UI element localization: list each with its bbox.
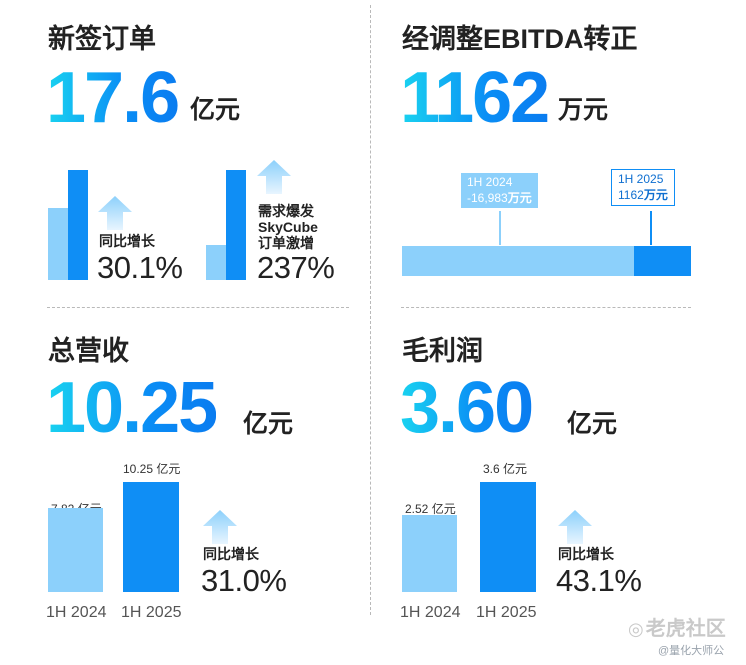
skycube-label-line2: SkyCube [258, 219, 318, 236]
revenue-growth-pct: 31.0% [201, 563, 287, 598]
ebitda-unit: 万元 [558, 96, 609, 124]
gross-profit-bar-2025 [480, 482, 536, 592]
new-orders-title: 新签订单 [48, 24, 156, 54]
watermark-handle: @量化大师公 [658, 645, 725, 657]
up-arrow-icon [203, 510, 237, 544]
revenue-bar-2025 [123, 482, 179, 592]
callout-2024-period: 1H 2024 [467, 175, 513, 189]
ebitda-bar-2024 [402, 246, 634, 276]
skycube-label-line1: 需求爆发 [258, 203, 314, 219]
skycube-growth-pct: 237% [257, 250, 335, 285]
revenue-2024-period: 1H 2024 [46, 604, 107, 621]
ebitda-value: 1162 [400, 58, 550, 138]
watermark-logo-icon: ◎ [628, 619, 644, 639]
gross-profit-unit: 亿元 [567, 410, 618, 438]
new-orders-unit: 亿元 [190, 96, 241, 124]
new-orders-value: 17.6 [46, 58, 180, 138]
callout-2024-value: -16,983 [467, 190, 508, 205]
gross-profit-growth-label: 同比增长 [558, 546, 614, 562]
callout-2024-pin [499, 211, 501, 245]
up-arrow-icon [98, 196, 132, 230]
revenue-2025-period: 1H 2025 [121, 604, 182, 621]
up-arrow-icon [558, 510, 592, 544]
revenue-bar-2024 [48, 508, 103, 592]
horizontal-divider-left [47, 307, 349, 308]
gross-profit-growth-pct: 43.1% [556, 563, 642, 598]
callout-2024-unit: 万元 [507, 190, 532, 205]
gross-profit-2025-period: 1H 2025 [476, 604, 537, 621]
ebitda-callout-2025: 1H 2025 1162万元 [611, 169, 675, 207]
ebitda-callout-2024: 1H 2024 -16,983万元 [461, 173, 538, 209]
callout-2025-value-line: 1162万元 [618, 188, 668, 204]
revenue-growth-label: 同比增长 [203, 546, 259, 562]
gross-profit-value: 3.60 [400, 368, 534, 448]
gross-profit-title: 毛利润 [402, 336, 483, 366]
revenue-value: 10.25 [46, 368, 218, 448]
skycube-bar-2024 [206, 245, 226, 280]
skycube-growth-label: 需求爆发 SkyCube 订单激增 [258, 203, 318, 251]
callout-2025-unit: 万元 [643, 187, 668, 202]
gross-profit-bar-2024 [402, 515, 457, 592]
orders-growth-pct: 30.1% [97, 250, 183, 285]
skycube-bar-2025 [226, 170, 246, 280]
ebitda-bar-2025 [634, 246, 691, 276]
watermark-brand: ◎ 老虎社区 [628, 612, 726, 641]
callout-2024-value-line: -16,983万元 [467, 191, 532, 207]
callout-2025-value: 1162 [618, 187, 644, 202]
callout-2025-pin [650, 211, 652, 245]
revenue-2025-label: 10.25 亿元 [123, 462, 181, 476]
up-arrow-icon [257, 160, 291, 194]
vertical-divider [370, 5, 371, 615]
orders-bar-2024 [48, 208, 68, 280]
gross-profit-2024-period: 1H 2024 [400, 604, 461, 621]
orders-growth-label: 同比增长 [99, 233, 155, 249]
revenue-title: 总营收 [48, 336, 129, 366]
gross-profit-2025-label: 3.6 亿元 [483, 462, 528, 476]
callout-2025-period: 1H 2025 [618, 172, 664, 186]
orders-bar-2025 [68, 170, 88, 280]
revenue-unit: 亿元 [243, 410, 294, 438]
gross-profit-2024-label: 2.52 亿元 [405, 502, 456, 516]
watermark-brand-text: 老虎社区 [645, 618, 726, 640]
ebitda-title: 经调整EBITDA转正 [402, 24, 638, 54]
horizontal-divider-right [401, 307, 691, 308]
skycube-label-line3: 订单激增 [258, 235, 314, 252]
